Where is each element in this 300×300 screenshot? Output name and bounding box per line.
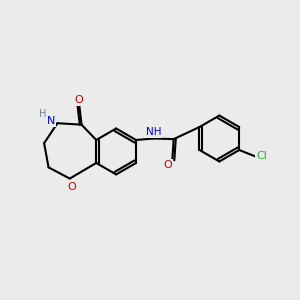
Text: Cl: Cl xyxy=(256,152,267,161)
Text: O: O xyxy=(68,182,76,192)
Text: NH: NH xyxy=(146,127,161,137)
Text: O: O xyxy=(75,94,83,105)
Text: H: H xyxy=(39,109,46,119)
Text: N: N xyxy=(47,116,55,126)
Text: O: O xyxy=(164,160,172,170)
